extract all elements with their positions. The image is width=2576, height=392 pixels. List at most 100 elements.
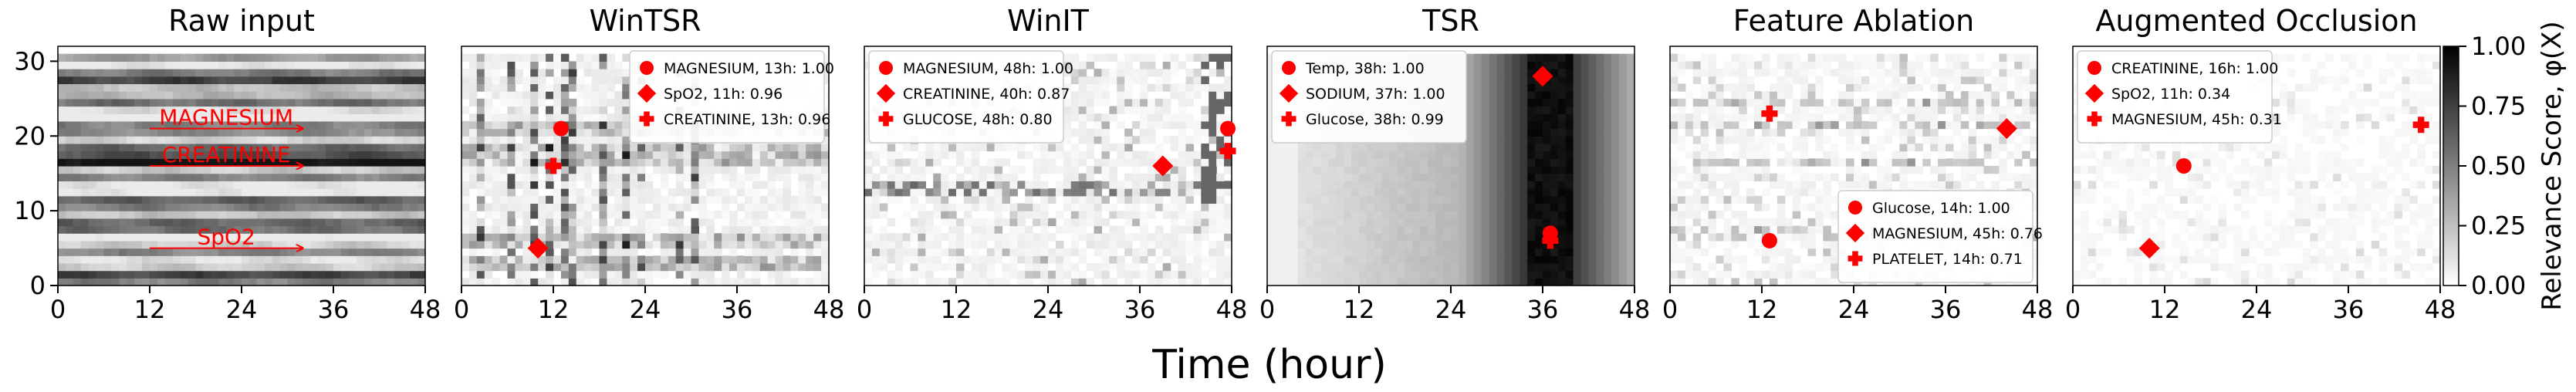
y-tick-label: 0	[30, 271, 46, 300]
y-tick-label: 10	[14, 196, 46, 225]
legend-marker-plus	[1281, 111, 1296, 127]
data-point-circle	[2175, 158, 2192, 174]
data-point-diamond	[1532, 66, 1553, 87]
x-tick-label: 12	[1344, 295, 1375, 324]
legend-label: Glucose, 14h: 1.00	[1872, 200, 2010, 217]
legend-marker-circle	[1282, 61, 1296, 75]
data-point-circle	[553, 120, 569, 137]
legend-label: MAGNESIUM, 13h: 1.00	[664, 60, 834, 77]
data-point-diamond	[527, 238, 549, 259]
legend: Temp, 38h: 1.00 SODIUM, 37h: 1.00 Glucose,…	[1271, 50, 1467, 144]
data-point-plus	[545, 157, 562, 174]
legend-marker-circle	[640, 61, 654, 75]
data-point-diamond	[1996, 118, 2017, 140]
chart-title: WinTSR	[589, 4, 701, 38]
data-point-diamond	[1152, 155, 1174, 177]
legend-marker-plus	[878, 111, 894, 127]
legend-box	[1271, 50, 1467, 144]
legend-label: MAGNESIUM, 48h: 1.00	[903, 60, 1073, 77]
legend-marker-diamond	[1845, 223, 1865, 243]
legend: CREATININE, 16h: 1.00 SpO2, 11h: 0.34 MAGN…	[2077, 50, 2282, 144]
legend-label: CREATININE, 16h: 1.00	[2111, 60, 2278, 77]
annotation-label: MAGNESIUM	[159, 105, 293, 130]
legend-marker-diamond	[2084, 83, 2104, 103]
data-point-diamond	[2138, 238, 2160, 259]
legend-label: GLUCOSE, 48h: 0.80	[903, 111, 1053, 128]
data-point-circle	[1761, 232, 1777, 248]
chart-title: TSR	[1422, 4, 1479, 38]
x-tick-label: 12	[538, 295, 570, 324]
x-tick-label: 24	[1435, 295, 1467, 324]
data-point-circle	[1220, 120, 1236, 137]
data-point-plus	[1761, 105, 1778, 122]
x-tick-label: 48	[813, 295, 845, 324]
legend-label: CREATININE, 13h: 0.96	[664, 111, 830, 128]
x-tick-label: 0	[50, 295, 66, 324]
legend-marker-plus	[2087, 111, 2102, 127]
data-point-plus	[1219, 143, 1236, 160]
x-tick-label: 24	[1838, 295, 1870, 324]
x-tick-label: 48	[1619, 295, 1651, 324]
x-tick-label: 0	[1259, 295, 1275, 324]
panel-1: Raw input 0 12 24 36 48 0 10 20 30 MAGNESIUM CREATI…	[14, 4, 441, 324]
colorbar-label: Relevance Score, φ(X)	[2537, 21, 2568, 310]
x-tick-label: 12	[2149, 295, 2181, 324]
legend-label: Glucose, 38h: 0.99	[1306, 111, 1444, 128]
heatmap-cells	[864, 53, 1232, 286]
colorbar: 0.00 0.25 0.50 0.75 1.00 Relevance Score, φ(…	[2442, 21, 2568, 311]
legend-box	[2077, 50, 2273, 144]
colorbar-tick-label: 0.25	[2471, 211, 2526, 241]
x-tick-label: 0	[857, 295, 872, 324]
x-tick-label: 48	[2022, 295, 2054, 324]
colorbar-tick-label: 1.00	[2471, 32, 2526, 61]
heatmap-cells	[461, 53, 830, 286]
x-tick-label: 12	[941, 295, 972, 324]
x-tick-label: 12	[134, 295, 166, 324]
legend-marker-circle	[1848, 201, 1862, 215]
panel-2: WinTSR 0 12 24 36 48 MAGNESIUM, 13h: 1.00 SpO2,…	[454, 4, 845, 324]
data-point-plus	[1542, 232, 1559, 249]
x-tick-label: 48	[2425, 295, 2456, 324]
x-tick-label: 36	[722, 295, 753, 324]
colorbar-tick-label: 0.50	[2471, 151, 2526, 181]
y-tick-label: 20	[14, 121, 46, 150]
panel-3: WinIT 0 12 24 36 48 MAGNESIUM, 48h: 1.00 CREATI…	[857, 4, 1248, 324]
y-tick-label: 30	[14, 46, 46, 76]
panel-5: Feature Ablation 0 12 24 36 48 Glucose, 14h: 1…	[1662, 4, 2054, 324]
chart-title: Augmented Occlusion	[2095, 4, 2417, 38]
legend-marker-diamond	[1279, 83, 1299, 103]
legend-label: CREATININE, 40h: 0.87	[903, 86, 1070, 103]
colorbar-tick-label: 0.75	[2471, 92, 2526, 121]
legend-marker-plus	[639, 111, 654, 127]
colorbar-tick-label: 0.00	[2471, 271, 2526, 300]
legend-label: PLATELET, 14h: 0.71	[1872, 251, 2023, 268]
x-tick-label: 36	[1124, 295, 1156, 324]
x-tick-label: 24	[226, 295, 258, 324]
colorbar-gradient	[2442, 46, 2459, 286]
chart-title: Feature Ablation	[1733, 4, 1974, 38]
legend-box	[868, 50, 1064, 144]
panel-4: TSR 0 12 24 36 48 Temp, 38h: 1.00 SODIUM, 37h: …	[1259, 4, 1651, 324]
legend-label: MAGNESIUM, 45h: 0.31	[2111, 111, 2282, 128]
chart-title: WinIT	[1007, 4, 1090, 38]
x-tick-label: 48	[410, 295, 441, 324]
legend: Glucose, 14h: 1.00 MAGNESIUM, 45h: 0.76 PL…	[1837, 190, 2043, 283]
legend-label: SpO2, 11h: 0.34	[2111, 86, 2230, 103]
legend-box	[1837, 190, 2033, 283]
heatmap-cells	[58, 53, 426, 286]
x-tick-label: 24	[1033, 295, 1064, 324]
legend-label: Temp, 38h: 1.00	[1305, 60, 1425, 77]
legend-marker-diamond	[876, 83, 896, 103]
legend: MAGNESIUM, 13h: 1.00 SpO2, 11h: 0.96 CREAT…	[629, 50, 834, 144]
legend-label: MAGNESIUM, 45h: 0.76	[1872, 225, 2043, 242]
data-point-plus	[2412, 117, 2429, 133]
x-tick-label: 36	[2333, 295, 2365, 324]
annotation-label: SpO2	[197, 225, 255, 250]
legend-box	[629, 50, 825, 144]
x-tick-label: 0	[2065, 295, 2081, 324]
figure-xlabel: Time (hour)	[1151, 342, 1386, 388]
x-tick-label: 24	[630, 295, 661, 324]
legend-marker-diamond	[637, 83, 657, 103]
legend-marker-plus	[1847, 251, 1863, 266]
